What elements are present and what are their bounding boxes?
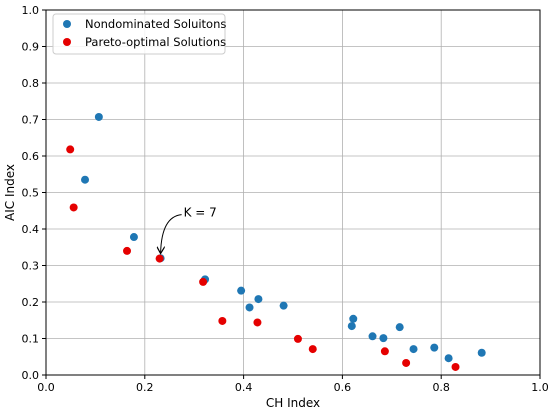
annotation-label: K = 7: [184, 206, 217, 220]
data-point: [308, 345, 317, 354]
y-tick-label: 0.2: [22, 296, 40, 309]
data-point: [349, 314, 358, 323]
x-axis-label: CH Index: [266, 396, 320, 410]
data-point: [66, 145, 75, 154]
data-point: [69, 203, 78, 212]
annotation-arrow: [161, 214, 182, 253]
data-point: [451, 362, 460, 371]
data-point: [123, 246, 132, 255]
x-tick-label: 0.4: [235, 381, 253, 394]
legend-marker-nondominated: [63, 20, 71, 28]
x-tick-label: 0.0: [37, 381, 55, 394]
y-tick-label: 0.0: [22, 369, 40, 382]
x-tick-label: 0.6: [334, 381, 352, 394]
data-point: [409, 345, 418, 354]
x-tick-label: 1.0: [531, 381, 549, 394]
data-point: [368, 332, 377, 341]
y-tick-label: 0.9: [22, 41, 40, 54]
data-point: [245, 303, 254, 312]
legend-label-pareto: Pareto-optimal Solutions: [85, 35, 226, 49]
legend-marker-pareto: [63, 38, 71, 46]
y-tick-label: 0.3: [22, 260, 40, 273]
data-point: [155, 254, 164, 263]
data-point: [293, 334, 302, 343]
annotation: K = 7: [161, 206, 217, 253]
y-axis-label: AIC Index: [3, 164, 17, 221]
data-point: [94, 112, 103, 121]
data-point: [430, 343, 439, 352]
series-1: [66, 145, 460, 371]
data-point: [444, 354, 453, 363]
data-point: [218, 316, 227, 325]
x-tick-label: 0.2: [136, 381, 154, 394]
y-tick-label: 0.7: [22, 114, 40, 127]
y-tick-label: 1.0: [22, 4, 40, 17]
data-point: [402, 358, 411, 367]
data-point: [279, 301, 288, 310]
data-points: [66, 112, 486, 371]
legend-label-nondominated: Nondominated Soluitons: [85, 17, 226, 31]
y-tick-label: 0.4: [22, 223, 40, 236]
y-tick-label: 0.1: [22, 333, 40, 346]
y-tick-label: 0.5: [22, 187, 40, 200]
data-point: [395, 323, 404, 332]
legend: Nondominated Soluitons Pareto-optimal So…: [52, 13, 226, 55]
data-point: [129, 233, 138, 242]
data-point: [199, 277, 208, 286]
legend-box: [52, 13, 226, 55]
data-point: [81, 175, 90, 184]
axis-ticks: 0.0 0.2 0.4 0.6 0.8 1.0 0.0 0.1 0.2 0.3 0.4 0.5 0.6 0…: [22, 4, 549, 394]
data-point: [477, 348, 486, 357]
data-point: [380, 347, 389, 356]
data-point: [347, 322, 356, 331]
data-point: [237, 286, 246, 295]
y-tick-label: 0.8: [22, 77, 40, 90]
x-tick-label: 0.8: [432, 381, 450, 394]
y-tick-label: 0.6: [22, 150, 40, 163]
data-point: [254, 295, 263, 304]
data-point: [379, 334, 388, 343]
data-point: [253, 318, 262, 327]
